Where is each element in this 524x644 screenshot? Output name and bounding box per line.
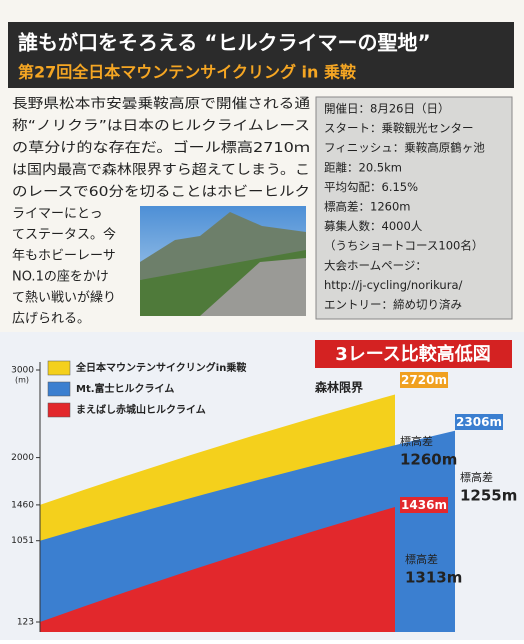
y-unit: (m) (15, 376, 29, 385)
end-label: 2720m (401, 373, 447, 387)
difference-value: 1313m (405, 569, 462, 587)
article-line: て熱い戦いが繰り (12, 291, 116, 306)
article-line: のレースで60分を切ることはホビーヒルク (12, 184, 310, 200)
info-item: 距離：20.5km (324, 160, 402, 174)
elevation-chart: 3レース比較高低図 3000 2000 1460 1051 123 (m) 全日本マウンテンサ… (11, 340, 517, 632)
legend-swatch (47, 381, 71, 397)
elevation-area (40, 506, 395, 632)
info-item: 大会ホームページ： (324, 258, 427, 272)
forest-line-label: 森林限界 (315, 380, 363, 395)
end-label: 1436m (401, 498, 447, 512)
difference-label: 標高差 (460, 470, 493, 484)
title: 誰もが口をそろえる “ヒルクライマーの聖地” (18, 31, 431, 55)
info-item: エントリー：締め切り済み (324, 298, 462, 312)
info-item: 平均勾配：6.15% (324, 180, 418, 194)
end-label: 2306m (456, 415, 502, 429)
legend-swatch (47, 360, 71, 376)
article-line: は国内最高で森林限界すら超えてしまう。こ (12, 161, 310, 178)
difference-label: 標高差 (405, 552, 438, 566)
header-band (8, 22, 514, 88)
end-label-box (400, 497, 448, 513)
article-line: 長野県松本市安曇乗鞍高原で開催される通 (12, 95, 311, 112)
end-label-box (455, 414, 503, 430)
difference-value: 1255m (460, 487, 517, 505)
article-line: 称“ノリクラ”は日本のヒルクライムレース (12, 118, 310, 134)
info-list: 開催日：8月26日（日） スタート：乗鞍観光センターフィニッシュ：乗鞍高原鶴ヶ池距… (324, 102, 485, 312)
y-tick-label: 2000 (11, 453, 34, 463)
info-item: http://j-cycling/norikura/ (324, 278, 462, 292)
difference-value: 1260m (400, 451, 457, 469)
info-item: 募集人数：4000人 (324, 219, 423, 233)
y-tick-label: 1051 (11, 536, 34, 546)
legend-label: Mt.富士ヒルクライム (76, 382, 174, 395)
chart-title-box (315, 340, 512, 368)
photo (140, 206, 306, 316)
legend-swatch (47, 402, 71, 418)
article-line: 広げられる。 (12, 312, 90, 327)
end-label-box (400, 372, 448, 388)
article-line: の草分け的な存在だ。ゴール標高2710ｍ (12, 139, 310, 156)
article: 長野県松本市安曇乗鞍高原で開催される通称“ノリクラ”は日本のヒルクライムレースの… (12, 95, 311, 327)
article-line: てステータス。今 (12, 227, 116, 243)
article-line: 年もホビーレーサ (12, 249, 116, 264)
info-box (315, 96, 513, 320)
y-tick-label: 3000 (11, 366, 34, 376)
legend-label: 全日本マウンテンサイクリングin乗鞍 (75, 361, 246, 374)
legend-label: まえばし赤城山ヒルクライム (76, 403, 206, 416)
info-item: （うちショートコース100名） (324, 239, 483, 253)
y-tick-label: 123 (17, 618, 34, 628)
article-line: ライマーにとっ (12, 207, 103, 222)
info-item: 開催日：8月26日（日） (324, 102, 449, 116)
difference-label: 標高差 (400, 434, 433, 448)
y-tick-label: 1460 (11, 500, 34, 510)
info-item: フィニッシュ：乗鞍高原鶴ヶ池 (324, 141, 485, 155)
info-item: スタート：乗鞍観光センター (324, 121, 474, 135)
article-line: NO.1の座をかけ (12, 270, 109, 285)
chart-title: 3レース比較高低図 (335, 343, 491, 365)
info-item: 標高差：1260m (324, 200, 410, 214)
subtitle: 第27回全日本マウンテンサイクリング in 乗鞍 (18, 63, 356, 82)
